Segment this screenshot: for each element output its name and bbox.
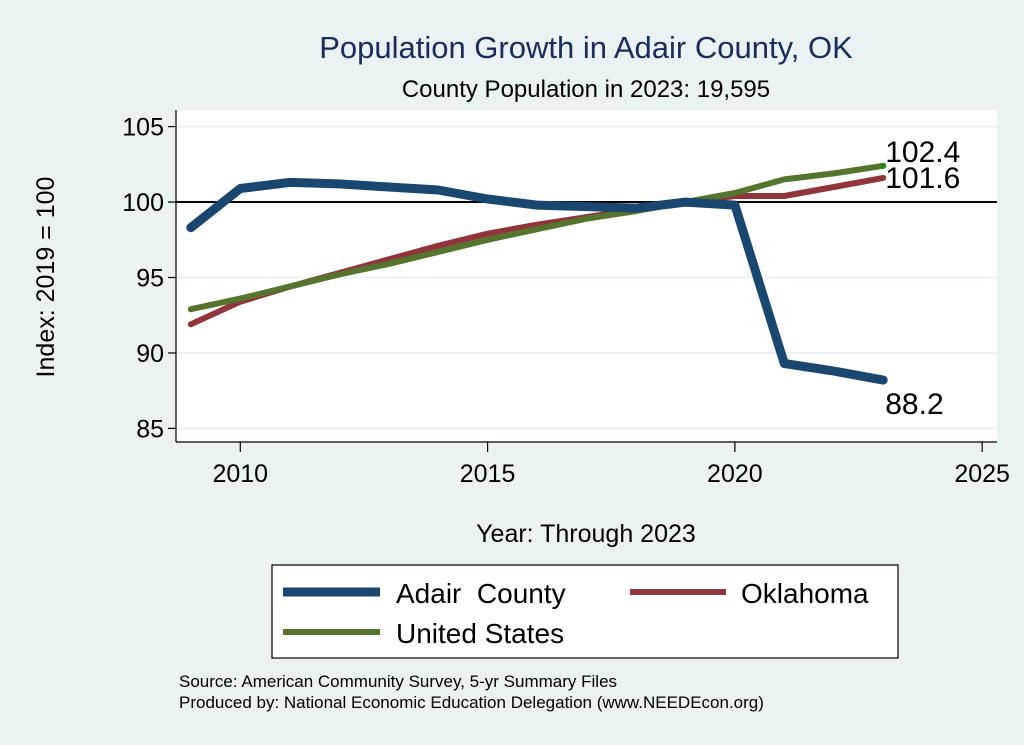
y-tick-label-100: 100 [122,189,164,217]
y-tick-label-85: 85 [136,415,164,443]
source-note: Source: American Community Survey, 5-yr … [179,672,617,691]
x-tick-label-2010: 2010 [212,460,268,488]
end-marker-united-states [880,162,887,169]
x-tick-label-2020: 2020 [707,460,763,488]
y-tick-label-90: 90 [136,340,164,368]
end-label-oklahoma: 101.6 [885,162,960,195]
legend-label-adair-county: Adair County [396,578,566,609]
legend-label-united-states: United States [396,618,564,649]
end-label-united-states: 102.4 [885,136,960,169]
end-label-adair-county: 88.2 [885,388,943,421]
legend: Adair County Oklahoma United States [271,564,899,659]
series-line-adair-county [186,177,888,385]
x-tick-label-2025: 2025 [954,460,1010,488]
x-tick-label-2015: 2015 [460,460,516,488]
produced-by-note: Produced by: National Economic Education… [179,693,764,712]
series-lines [186,162,888,385]
x-axis-title: Year: Through 2023 [476,520,696,548]
y-tick-label-95: 95 [136,265,164,293]
y-tick-label-105: 105 [122,114,164,142]
chart-subtitle: County Population in 2023: 19,595 [402,76,770,103]
legend-box [271,564,899,659]
series-line-united-states [187,162,887,313]
legend-label-oklahoma: Oklahoma [741,578,869,609]
y-ticks: 85 90 95 100 105 [122,114,176,443]
plot-area [176,110,997,442]
chart-title: Population Growth in Adair County, OK [319,30,853,65]
x-ticks: 2010 2015 2020 2025 [212,442,1010,488]
y-axis-title: Index: 2019 = 100 [32,177,60,378]
